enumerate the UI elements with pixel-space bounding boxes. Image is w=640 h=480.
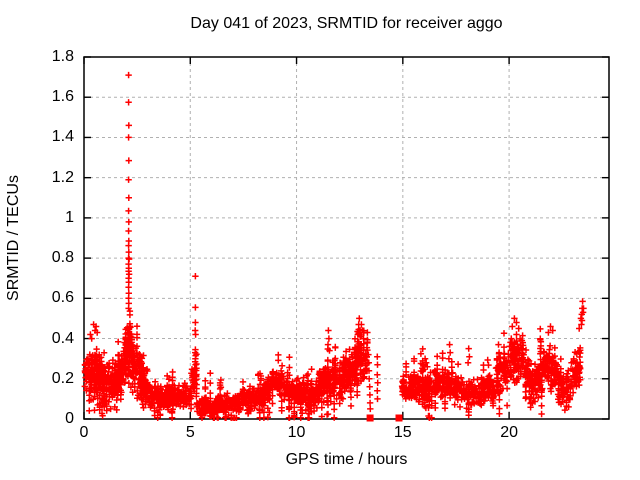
x-tick-label: 15 bbox=[393, 424, 412, 441]
x-tick-label: 10 bbox=[287, 424, 306, 441]
y-tick-label: 0 bbox=[65, 410, 74, 427]
x-tick-label: 0 bbox=[79, 424, 89, 441]
y-tick-label: 1.8 bbox=[51, 48, 74, 65]
y-tick-label: 0.8 bbox=[51, 249, 74, 267]
y-tick-label: 1.6 bbox=[51, 88, 74, 106]
y-tick-label: 0.4 bbox=[51, 329, 74, 347]
y-tick-label: 1 bbox=[65, 208, 74, 226]
y-tick-label: 0.6 bbox=[51, 289, 74, 307]
y-axis-label: SRMTID / TECUs bbox=[5, 175, 22, 301]
x-tick-label: 20 bbox=[500, 424, 518, 441]
x-tick-label: 5 bbox=[185, 424, 195, 441]
x-axis-label: GPS time / hours bbox=[285, 451, 408, 468]
y-tick-label: 1.4 bbox=[51, 128, 74, 146]
y-tick-label: 1.2 bbox=[51, 168, 74, 186]
y-tick-label: 0.2 bbox=[51, 369, 74, 387]
chart-title: Day 041 of 2023, SRMTID for receiver agg… bbox=[190, 15, 503, 32]
